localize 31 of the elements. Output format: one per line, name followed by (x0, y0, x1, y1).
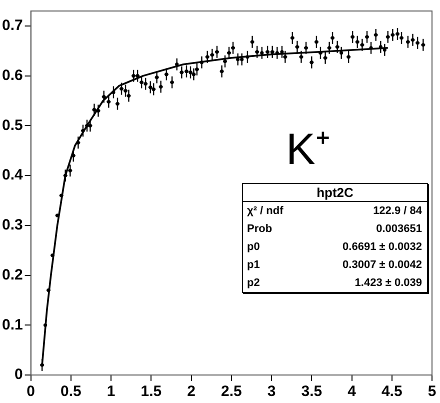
y-tick-label: 0.2 (2, 266, 23, 284)
annotation: Prob (247, 223, 272, 235)
x-tick-label: 1 (106, 383, 116, 400)
x-tick-label: 0.5 (60, 383, 82, 400)
y-tick-label: 0 (14, 366, 23, 384)
annotation: p2 (247, 277, 260, 289)
x-tick-label: 5 (428, 383, 436, 400)
annotation: 0.6691 ± 0.0032 (342, 241, 422, 253)
y-tick-label: 0.7 (2, 17, 23, 34)
x-tick-label: 4.5 (381, 383, 402, 400)
x-tick-label: 2.5 (220, 383, 242, 400)
annotation: hpt2C (243, 184, 427, 202)
x-tick-label: 0 (26, 383, 36, 400)
y-tick-label: 0.4 (2, 166, 24, 184)
x-tick-label: 1.5 (140, 383, 162, 400)
annotation: χ² / ndf (247, 205, 284, 217)
x-tick-label: 2 (187, 383, 196, 400)
annotation: 0.3007 ± 0.0042 (342, 259, 422, 271)
annotation: p1 (247, 259, 260, 271)
y-tick-label: 0.5 (2, 116, 23, 134)
x-tick-label: 3.5 (301, 383, 322, 400)
y-tick-label: 0.3 (2, 216, 23, 234)
x-tick-label: 4 (348, 383, 357, 400)
y-tick-label: 0.6 (2, 66, 23, 84)
annotation: 0.003651 (376, 223, 422, 235)
y-tick-label: 0.1 (2, 316, 23, 334)
annotation: K⁺ (286, 125, 330, 174)
annotation: 1.423 ± 0.039 (354, 277, 422, 289)
annotation: 122.9 / 84 (373, 205, 422, 217)
annotation: p0 (247, 241, 260, 253)
x-tick-label: 3 (267, 383, 276, 400)
